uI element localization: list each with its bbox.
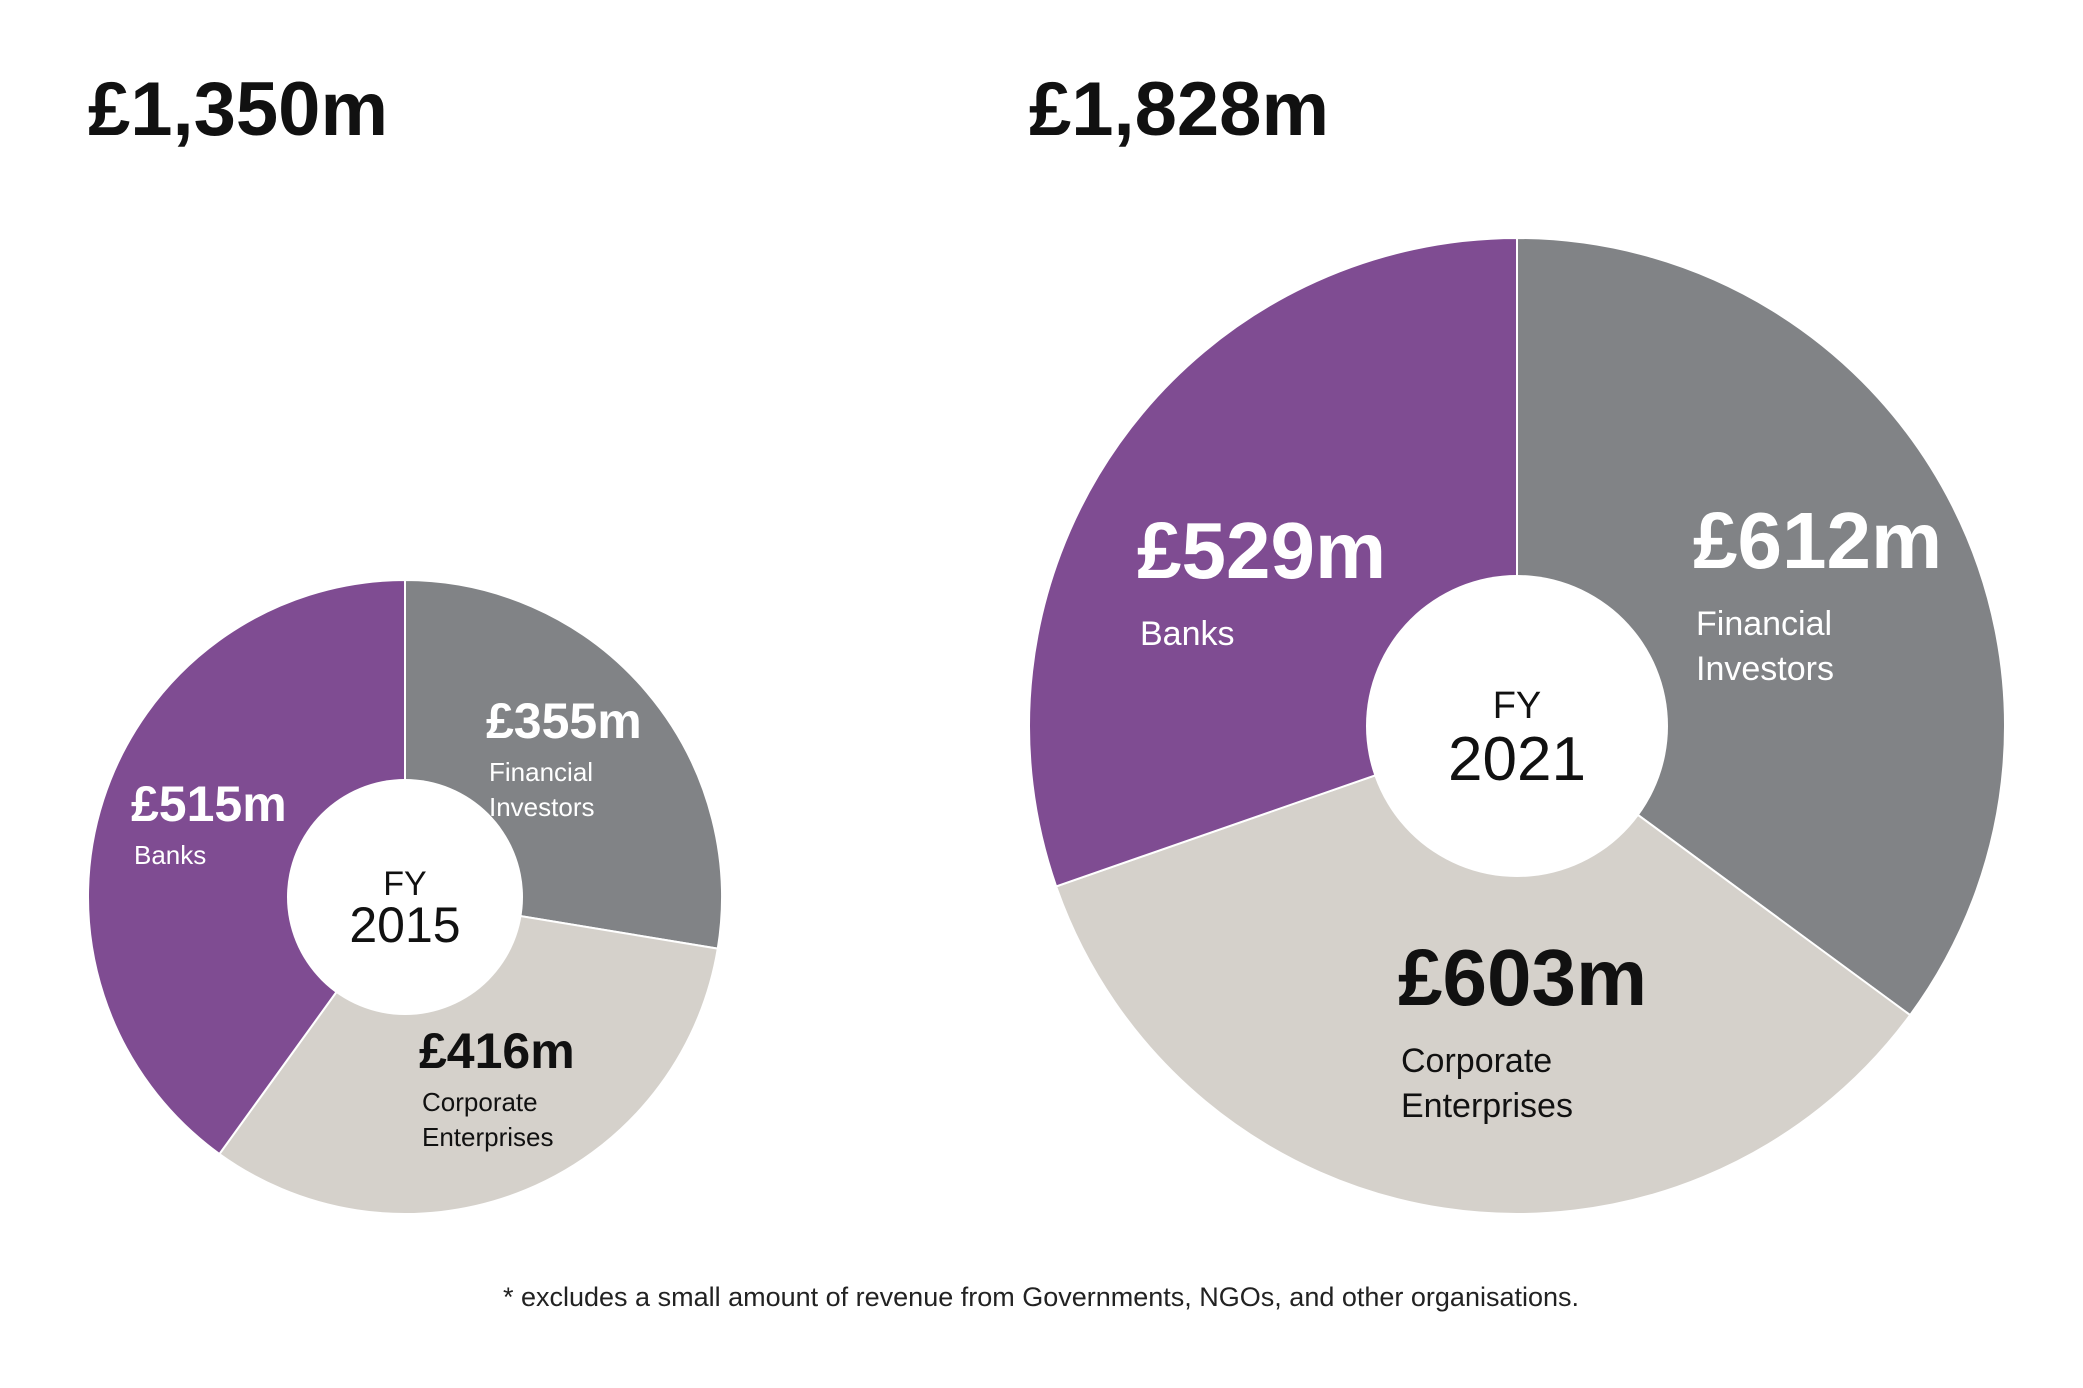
fy2015-center-hole	[287, 779, 523, 1015]
fy2015-slice-corporate-enterprises	[218, 896, 719, 1215]
fy2021-slice-corporate-enterprises	[1055, 725, 1912, 1215]
footnote: * excludes a small amount of revenue fro…	[503, 1282, 1579, 1312]
fy2021-total-label: £1,828m	[1029, 67, 1329, 152]
fy2015-financial-investors-category-label: Investors	[489, 792, 595, 822]
fy2015-financial-investors-value-label: £355m	[486, 693, 642, 749]
fy2021-center-year-label: 2021	[1448, 725, 1586, 794]
fy2015-slice-banks	[87, 579, 406, 1155]
fy2021-center-hole	[1366, 575, 1668, 877]
fy2021-corporate-enterprises-category-label: Enterprises	[1401, 1087, 1573, 1125]
fy2021-banks-value-label: £529m	[1137, 506, 1386, 595]
fy2015-banks-category-label: Banks	[134, 840, 206, 870]
fy2021-financial-investors-category-label: Financial	[1696, 605, 1832, 643]
fy2021-banks-category-label: Banks	[1140, 615, 1235, 653]
fy2021-corporate-enterprises-category-label: Corporate	[1401, 1042, 1552, 1080]
fy2015-center-fy-label: FY	[383, 865, 426, 903]
fy2021-center-fy-label: FY	[1493, 685, 1542, 727]
fy2021-corporate-enterprises-value-label: £603m	[1398, 933, 1647, 1022]
fy2021-slice-financial-investors	[1516, 237, 2006, 1017]
fy2021-financial-investors-value-label: £612m	[1693, 496, 1942, 585]
fy2015-banks-value-label: £515m	[131, 776, 287, 832]
fy2015-financial-investors-category-label: Financial	[489, 757, 593, 787]
fy2015-corporate-enterprises-category-label: Enterprises	[422, 1122, 554, 1152]
fy2015-corporate-enterprises-category-label: Corporate	[422, 1087, 538, 1117]
fy2015-center-year-label: 2015	[349, 897, 460, 953]
fy2015-total-label: £1,350m	[88, 67, 388, 152]
fy2021-financial-investors-category-label: Investors	[1696, 650, 1834, 688]
fy2015-corporate-enterprises-value-label: £416m	[419, 1023, 575, 1079]
